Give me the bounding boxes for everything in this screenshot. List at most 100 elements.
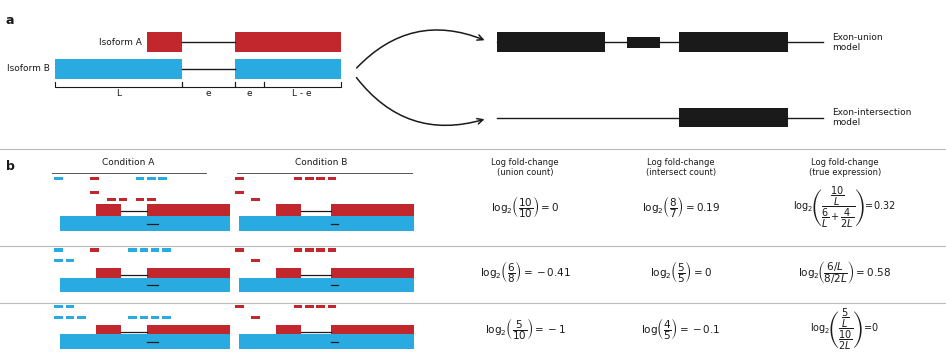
Bar — [151, 248, 159, 252]
Text: $\log_2\!\left(\dfrac{8}{7}\right)=0.19$: $\log_2\!\left(\dfrac{8}{7}\right)=0.19$ — [642, 195, 720, 220]
Bar — [55, 316, 62, 319]
Bar — [147, 216, 230, 231]
Bar — [96, 204, 121, 218]
Bar — [316, 248, 325, 252]
Text: $\log_2\!\left(\dfrac{5}{5}\right)=0$: $\log_2\!\left(\dfrac{5}{5}\right)=0$ — [650, 260, 712, 285]
Bar — [151, 316, 159, 319]
Bar — [107, 198, 115, 201]
Text: Log fold-change
(intersect count): Log fold-change (intersect count) — [646, 158, 716, 177]
Bar — [331, 334, 414, 349]
Bar — [239, 278, 338, 292]
Bar — [276, 204, 301, 218]
Bar — [96, 268, 121, 282]
Bar — [163, 316, 170, 319]
Bar — [65, 259, 74, 262]
Text: Condition A: Condition A — [101, 158, 154, 167]
Text: Log fold-change
(union count): Log fold-change (union count) — [491, 158, 559, 177]
Bar — [55, 177, 62, 180]
Text: $\log\!\left(\dfrac{4}{5}\right)=-0.1$: $\log\!\left(\dfrac{4}{5}\right)=-0.1$ — [641, 316, 721, 342]
Bar — [276, 325, 301, 339]
Bar — [96, 325, 121, 339]
Bar — [316, 177, 325, 180]
Bar — [293, 305, 303, 308]
Bar — [139, 248, 148, 252]
Bar — [55, 259, 62, 262]
Bar — [91, 191, 98, 194]
Bar — [316, 305, 325, 308]
Text: e: e — [205, 89, 211, 98]
Text: Isoform B: Isoform B — [8, 64, 50, 74]
Bar — [235, 305, 244, 308]
Bar — [331, 325, 414, 339]
Bar — [305, 177, 314, 180]
Bar — [147, 32, 182, 52]
Bar — [331, 216, 414, 231]
Bar — [91, 248, 98, 252]
Bar — [235, 191, 244, 194]
Bar — [65, 316, 74, 319]
Text: Exon-union
model: Exon-union model — [832, 33, 884, 52]
Bar — [331, 278, 414, 292]
Bar — [293, 248, 303, 252]
Bar — [679, 32, 788, 52]
Text: Exon-intersection
model: Exon-intersection model — [832, 108, 912, 127]
Bar — [136, 177, 144, 180]
Text: $\log_2\!\left(\dfrac{10}{10}\right)=0$: $\log_2\!\left(\dfrac{10}{10}\right)=0$ — [491, 195, 559, 220]
Bar — [239, 334, 338, 349]
Bar — [60, 278, 158, 292]
Bar — [147, 204, 230, 218]
Bar — [139, 316, 148, 319]
Bar — [60, 216, 158, 231]
Bar — [305, 305, 314, 308]
Text: L: L — [115, 89, 121, 98]
Bar — [163, 248, 170, 252]
Bar — [239, 216, 338, 231]
Bar — [147, 177, 155, 180]
Bar — [147, 268, 230, 282]
Text: $\log_2\!\left(\dfrac{6}{8}\right)=-0.41$: $\log_2\!\left(\dfrac{6}{8}\right)=-0.41… — [480, 260, 570, 285]
Bar — [679, 108, 788, 127]
Bar — [129, 316, 137, 319]
Bar — [65, 305, 74, 308]
Bar — [147, 278, 230, 292]
Text: L - e: L - e — [292, 89, 312, 98]
Bar — [147, 334, 230, 349]
Bar — [276, 268, 301, 282]
Bar — [119, 198, 127, 201]
Bar — [147, 198, 155, 201]
Bar — [327, 177, 336, 180]
Bar — [252, 198, 259, 201]
Bar — [331, 268, 414, 282]
Bar — [305, 248, 314, 252]
Bar — [91, 177, 98, 180]
Text: $\log_2\!\!\left(\dfrac{\dfrac{5}{L}}{\dfrac{10}{2L}}\right)\!=\!0$: $\log_2\!\!\left(\dfrac{\dfrac{5}{L}}{\d… — [810, 307, 880, 351]
Bar — [147, 325, 230, 339]
Bar — [55, 59, 182, 79]
Bar — [235, 59, 341, 79]
Text: b: b — [6, 160, 14, 173]
Bar — [331, 204, 414, 218]
Text: Isoform A: Isoform A — [99, 37, 142, 47]
Bar — [60, 334, 158, 349]
Bar — [627, 37, 660, 48]
Bar — [235, 248, 244, 252]
Bar — [129, 248, 137, 252]
Bar — [252, 259, 259, 262]
Text: $\log_2\!\!\left(\dfrac{\dfrac{10}{L}}{\dfrac{6}{L}+\dfrac{4}{2L}}\right)\!=\!0.: $\log_2\!\!\left(\dfrac{\dfrac{10}{L}}{\… — [793, 185, 897, 230]
Bar — [497, 32, 605, 52]
Bar — [252, 316, 259, 319]
Bar — [235, 32, 341, 52]
Bar — [327, 248, 336, 252]
Text: a: a — [6, 14, 14, 27]
Bar — [77, 316, 85, 319]
Text: e: e — [246, 89, 252, 98]
Text: Condition B: Condition B — [295, 158, 348, 167]
Text: Log fold-change
(true expression): Log fold-change (true expression) — [809, 158, 881, 177]
Bar — [327, 305, 336, 308]
Bar — [55, 248, 62, 252]
Bar — [293, 177, 303, 180]
Bar — [136, 198, 144, 201]
Bar — [235, 177, 244, 180]
Text: $\log_2\!\left(\dfrac{5}{10}\right)=-1$: $\log_2\!\left(\dfrac{5}{10}\right)=-1$ — [484, 316, 566, 342]
Bar — [158, 177, 166, 180]
